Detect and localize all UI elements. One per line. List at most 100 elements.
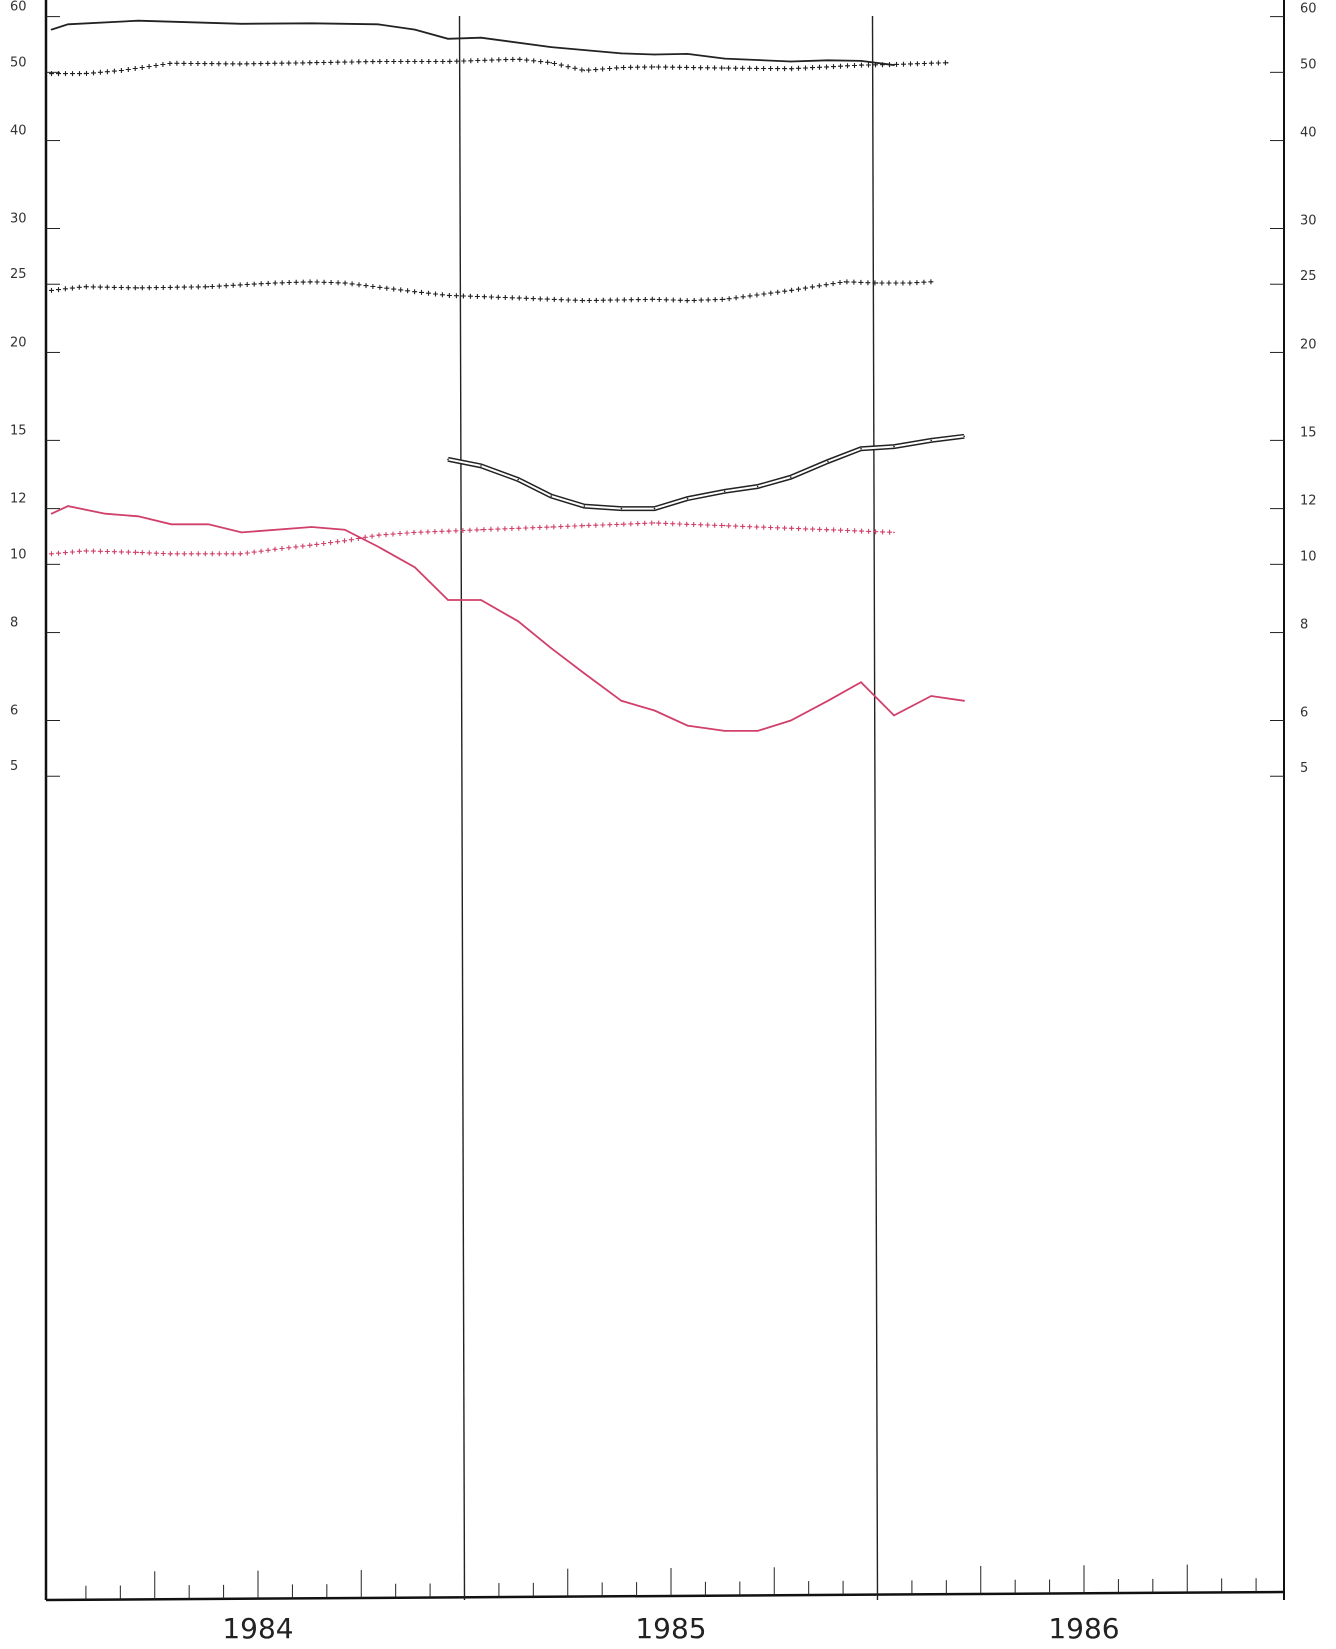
series-marker — [642, 64, 648, 70]
series-marker — [237, 282, 243, 288]
series-marker — [181, 60, 187, 66]
series-marker — [97, 284, 103, 290]
data-point — [893, 714, 895, 717]
series-marker — [195, 284, 201, 290]
series-marker — [600, 297, 606, 303]
data-point — [50, 553, 53, 555]
series-marker — [531, 58, 537, 64]
reference-line-1 — [458, 15, 466, 1601]
data-point — [790, 60, 792, 63]
series-marker — [398, 59, 404, 64]
series-marker — [656, 297, 662, 302]
left-y-tick-label: 5 — [10, 759, 18, 774]
series-marker — [454, 58, 460, 64]
data-point — [723, 298, 726, 301]
series-marker — [628, 521, 634, 527]
series-marker — [712, 65, 718, 71]
series-marker — [782, 66, 788, 72]
series-marker — [551, 524, 557, 530]
series-marker — [726, 296, 732, 302]
left-y-tick-label: 20 — [10, 335, 27, 350]
series-marker — [935, 60, 941, 66]
series-marker — [866, 62, 871, 68]
series-marker — [921, 61, 927, 66]
series-1 — [50, 19, 895, 66]
data-point — [273, 282, 276, 284]
series-marker — [802, 285, 808, 291]
series-marker — [635, 297, 641, 303]
data-point — [137, 515, 139, 518]
series-marker — [740, 523, 746, 529]
series-marker — [873, 529, 879, 535]
series-marker — [384, 285, 390, 291]
series-marker — [300, 60, 306, 66]
series-marker — [77, 71, 82, 77]
series-marker — [712, 522, 718, 528]
series-marker — [272, 60, 278, 66]
data-point — [583, 505, 586, 507]
series-marker — [362, 534, 368, 540]
data-point — [50, 28, 53, 31]
data-point — [377, 545, 379, 548]
series-marker — [384, 59, 390, 64]
series-marker — [300, 543, 306, 549]
series-marker — [188, 284, 194, 290]
series-marker — [279, 546, 285, 551]
series-marker — [642, 520, 648, 526]
series-marker — [335, 280, 341, 286]
series-marker — [579, 67, 585, 73]
series-marker — [460, 528, 466, 533]
series-marker — [426, 59, 432, 64]
series-marker — [705, 522, 711, 528]
data-point — [686, 497, 689, 500]
series-marker — [551, 296, 557, 302]
data-point — [447, 458, 449, 461]
series-marker — [279, 60, 285, 66]
data-point — [963, 435, 965, 438]
series-marker — [349, 59, 355, 65]
data-point — [104, 512, 106, 515]
series-marker — [691, 297, 697, 303]
series-marker — [628, 64, 634, 70]
series-marker — [419, 59, 425, 64]
data-point — [377, 534, 379, 536]
data-point — [550, 647, 552, 649]
series-marker — [565, 64, 571, 70]
series-marker — [740, 65, 746, 71]
series-marker — [153, 550, 159, 556]
series-marker — [104, 69, 110, 75]
series-path-guide — [52, 523, 895, 554]
series-marker — [928, 60, 934, 66]
series-marker — [879, 280, 885, 286]
series-marker — [809, 284, 815, 290]
series-marker — [230, 282, 236, 288]
data-point — [930, 695, 932, 697]
series-marker — [552, 61, 557, 66]
series-marker — [63, 71, 68, 77]
series-marker — [223, 551, 229, 557]
data-point — [827, 460, 829, 463]
series-marker — [537, 524, 543, 530]
left-y-axis: 60 50 40 30 25 20 15 12 10 8 6 5 — [10, 0, 60, 777]
series-marker — [558, 297, 564, 303]
series-marker — [335, 59, 341, 65]
right-y-tick-label: 6 — [1300, 706, 1308, 721]
right-y-axis: 60 50 40 30 25 20 15 12 10 8 6 5 — [1270, 2, 1317, 777]
series-marker — [335, 539, 341, 545]
series-marker — [383, 532, 389, 538]
series-marker — [146, 550, 152, 556]
series-marker — [544, 296, 550, 302]
series-4 — [447, 433, 965, 512]
series-marker — [244, 282, 250, 287]
series-marker — [111, 549, 117, 555]
series-marker — [342, 59, 348, 65]
series-marker — [481, 294, 487, 300]
data-point — [583, 69, 586, 72]
series-marker — [391, 286, 397, 292]
data-point — [756, 730, 759, 732]
series-marker — [705, 297, 711, 303]
data-point — [310, 526, 313, 528]
series-marker — [230, 551, 236, 557]
data-point — [860, 530, 862, 532]
